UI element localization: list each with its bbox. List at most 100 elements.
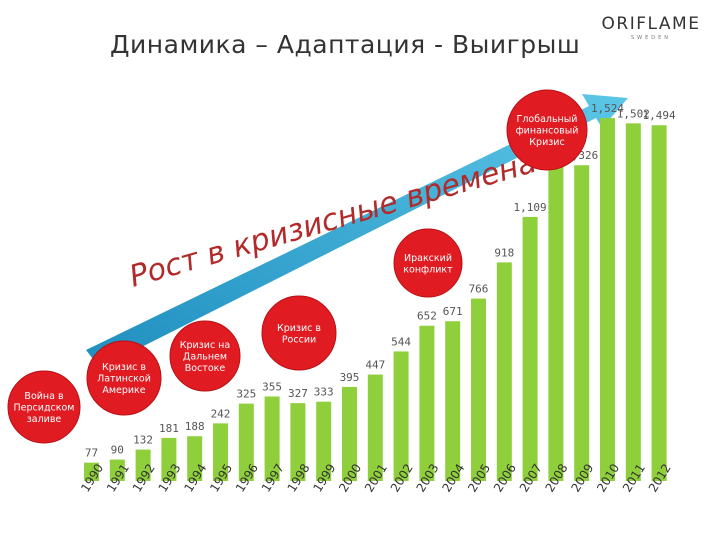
value-label-1992: 132 bbox=[133, 434, 153, 447]
value-label-2005: 766 bbox=[469, 283, 489, 296]
year-label-1990: 1990 bbox=[78, 461, 106, 494]
year-label-1996: 1996 bbox=[233, 461, 261, 494]
bar-2006 bbox=[496, 262, 512, 481]
crisis-circle-1997 bbox=[169, 320, 241, 392]
value-label-1998: 327 bbox=[288, 387, 308, 400]
crisis-text-2003-1: конфликт bbox=[403, 264, 453, 275]
bar-2007 bbox=[522, 216, 538, 481]
bar-2004 bbox=[445, 321, 461, 481]
value-label-2003: 652 bbox=[417, 310, 437, 323]
year-label-2007: 2007 bbox=[517, 461, 545, 494]
crisis-text-1990-0: Война в bbox=[24, 391, 64, 402]
logo-subtitle: SWEDEN bbox=[630, 35, 672, 41]
crisis-circle-1990 bbox=[7, 370, 81, 444]
value-label-2007: 1,109 bbox=[514, 201, 547, 214]
bar-2001 bbox=[367, 374, 383, 481]
crisis-text-1994-0: Кризис в bbox=[102, 362, 146, 373]
value-label-2012: 1,494 bbox=[643, 109, 676, 122]
year-label-2008: 2008 bbox=[543, 461, 571, 494]
bar-2009 bbox=[574, 165, 590, 481]
crisis-text-2008-0: Глобальный bbox=[517, 114, 578, 125]
bar-1999 bbox=[316, 401, 332, 481]
value-label-1993: 181 bbox=[159, 422, 179, 435]
value-label-2010: 1,524 bbox=[591, 102, 624, 115]
bar-2010 bbox=[600, 118, 615, 481]
crisis-text-1990-1: Персидском bbox=[14, 403, 75, 414]
value-label-2000: 395 bbox=[340, 371, 360, 384]
value-label-2011: 1,502 bbox=[617, 107, 650, 120]
value-label-2004: 671 bbox=[443, 305, 463, 318]
crisis-text-2003-0: Иракский bbox=[404, 253, 452, 264]
value-label-1995: 242 bbox=[211, 407, 231, 420]
bar-1997 bbox=[264, 396, 280, 481]
bar-2005 bbox=[471, 298, 486, 481]
crisis-text-1998-1: России bbox=[282, 334, 316, 345]
year-label-2011: 2011 bbox=[620, 461, 648, 494]
year-label-1995: 1995 bbox=[207, 461, 235, 494]
bar-2008 bbox=[548, 164, 564, 482]
year-label-2010: 2010 bbox=[594, 461, 622, 494]
value-label-1997: 355 bbox=[262, 380, 282, 393]
crisis-text-1990-2: заливе bbox=[27, 414, 62, 425]
year-label-1997: 1997 bbox=[259, 461, 287, 494]
year-label-2004: 2004 bbox=[439, 461, 467, 494]
year-label-1998: 1998 bbox=[285, 461, 313, 494]
year-label-2012: 2012 bbox=[646, 461, 674, 494]
year-label-2000: 2000 bbox=[336, 461, 364, 494]
bar-1998 bbox=[290, 403, 306, 481]
bar-2002 bbox=[393, 351, 409, 481]
crisis-text-1997-0: Кризис на bbox=[180, 340, 230, 351]
bar-1992 bbox=[135, 449, 151, 481]
year-label-1992: 1992 bbox=[130, 461, 158, 494]
value-label-1991: 90 bbox=[111, 444, 124, 457]
year-label-1991: 1991 bbox=[104, 461, 132, 494]
year-label-1994: 1994 bbox=[181, 461, 209, 494]
value-label-1994: 188 bbox=[185, 420, 205, 433]
bar-1996 bbox=[238, 403, 254, 481]
slide-title: Динамика – Адаптация - Выигрыш bbox=[110, 30, 581, 59]
crisis-circle-1998 bbox=[261, 295, 337, 371]
slogan-text: Рост в кризисные времена! bbox=[126, 142, 552, 295]
crisis-text-1994-1: Латинской bbox=[97, 374, 151, 385]
crisis-circle-2008 bbox=[506, 89, 588, 171]
crisis-circle-1994 bbox=[86, 340, 162, 416]
value-label-1999: 333 bbox=[314, 386, 334, 399]
bar-1994 bbox=[187, 436, 203, 481]
bar-2011 bbox=[625, 123, 641, 482]
bar-2003 bbox=[419, 325, 435, 481]
crisis-text-1997-2: Востоке bbox=[185, 363, 226, 374]
bar-1990 bbox=[84, 462, 99, 481]
growth-arrow bbox=[86, 94, 628, 368]
year-label-2001: 2001 bbox=[362, 461, 390, 494]
oriflame-logo: ORIFLAME SWEDEN bbox=[596, 14, 706, 41]
value-label-2001: 447 bbox=[365, 359, 385, 372]
logo-wordmark: ORIFLAME bbox=[601, 14, 701, 34]
bar-1995 bbox=[213, 423, 228, 481]
year-label-1993: 1993 bbox=[156, 461, 184, 494]
year-label-1999: 1999 bbox=[310, 461, 338, 494]
year-label-2006: 2006 bbox=[491, 461, 519, 494]
crisis-text-2008-2: Кризис bbox=[529, 137, 564, 148]
value-label-1990: 77 bbox=[85, 447, 98, 460]
crisis-text-1997-1: Дальнем bbox=[183, 352, 227, 363]
year-labels-layer: 1990199119921993199419951996199719981999… bbox=[78, 461, 674, 494]
bar-2000 bbox=[342, 386, 357, 481]
bar-1993 bbox=[161, 437, 177, 481]
year-label-2003: 2003 bbox=[414, 461, 442, 494]
bar-1991 bbox=[109, 459, 125, 481]
year-label-2002: 2002 bbox=[388, 461, 416, 494]
crisis-circle-2003 bbox=[393, 228, 463, 298]
year-label-2005: 2005 bbox=[465, 461, 493, 494]
crisis-text-2008-1: финансовый bbox=[516, 126, 579, 137]
crisis-text-1998-0: Кризис в bbox=[277, 323, 321, 334]
bar-2012 bbox=[651, 125, 667, 482]
value-label-1996: 325 bbox=[236, 388, 256, 401]
